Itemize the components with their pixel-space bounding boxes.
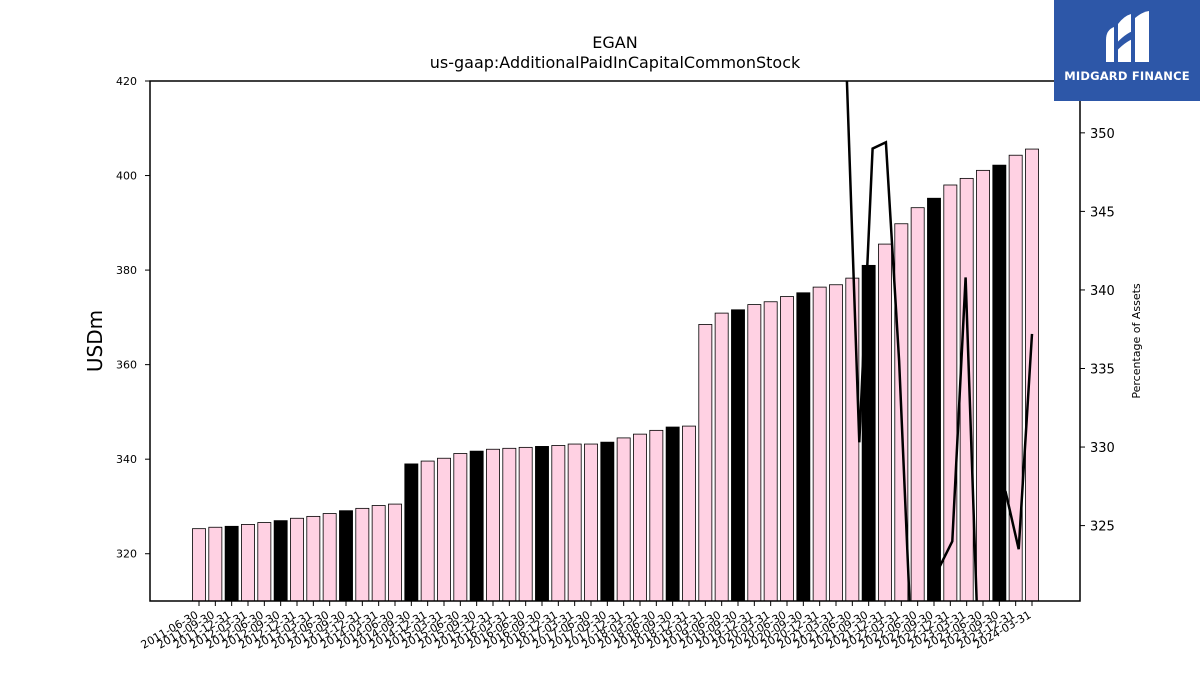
axes: 3203403603804004203253303353403453502011… bbox=[116, 75, 1115, 652]
bar-series bbox=[192, 148, 1039, 602]
bar bbox=[469, 450, 484, 602]
bar bbox=[780, 296, 794, 602]
bar bbox=[992, 164, 1007, 602]
bar bbox=[584, 443, 598, 602]
bar bbox=[649, 429, 664, 602]
bar bbox=[208, 526, 223, 602]
bar bbox=[682, 425, 696, 602]
bar bbox=[959, 177, 974, 602]
bar bbox=[502, 447, 517, 602]
bar bbox=[796, 292, 811, 602]
bar bbox=[486, 448, 500, 602]
chart-title: EGAN bbox=[592, 33, 637, 52]
bar bbox=[437, 457, 451, 602]
y2-tick-label: 330 bbox=[1090, 441, 1115, 456]
bar bbox=[453, 453, 468, 602]
midgard-logo-icon bbox=[1106, 11, 1149, 62]
bar bbox=[665, 426, 680, 602]
bar bbox=[616, 437, 631, 602]
percentage-line bbox=[845, 81, 1034, 601]
y-axis-label: USDm bbox=[83, 310, 107, 372]
bar bbox=[976, 169, 990, 602]
bar bbox=[845, 277, 860, 602]
bar bbox=[829, 284, 843, 602]
bar bbox=[290, 517, 304, 602]
bar bbox=[306, 515, 321, 602]
bar bbox=[1025, 148, 1039, 602]
bar bbox=[747, 304, 762, 602]
bar bbox=[273, 520, 288, 602]
y-tick-label: 340 bbox=[116, 453, 137, 466]
y-tick-label: 360 bbox=[116, 359, 137, 372]
bar bbox=[518, 446, 533, 602]
bar bbox=[567, 443, 582, 602]
bar bbox=[355, 507, 370, 602]
y2-tick-label: 340 bbox=[1090, 284, 1115, 299]
bar bbox=[698, 324, 713, 602]
bar bbox=[404, 463, 419, 602]
y2-tick-label: 335 bbox=[1090, 362, 1115, 377]
bar bbox=[633, 433, 647, 602]
bar bbox=[812, 286, 827, 602]
y-tick-label: 380 bbox=[116, 264, 137, 277]
y-tick-label: 320 bbox=[116, 548, 137, 561]
bar bbox=[339, 510, 353, 602]
bar bbox=[714, 312, 729, 602]
bar bbox=[927, 197, 941, 602]
bar bbox=[731, 309, 745, 602]
logo-text: MIDGARD FINANCE bbox=[1064, 69, 1190, 83]
plot-frame bbox=[149, 80, 1081, 602]
bar bbox=[763, 301, 778, 602]
midgard-finance-logo: MIDGARD FINANCE bbox=[1054, 0, 1200, 101]
y2-tick-label: 345 bbox=[1090, 205, 1115, 220]
bar bbox=[192, 528, 206, 602]
bar bbox=[910, 207, 925, 602]
bar bbox=[420, 460, 435, 602]
bar bbox=[943, 184, 958, 602]
chart-subtitle: us-gaap:AdditionalPaidInCapitalCommonSto… bbox=[430, 53, 801, 72]
bar bbox=[224, 525, 239, 602]
bar bbox=[388, 503, 402, 602]
bar bbox=[878, 243, 892, 602]
bar bbox=[371, 505, 386, 602]
line-series bbox=[845, 81, 1034, 601]
bar bbox=[322, 513, 337, 602]
y-tick-label: 420 bbox=[116, 75, 137, 88]
bar bbox=[551, 445, 566, 602]
y2-tick-label: 350 bbox=[1090, 127, 1115, 142]
bar bbox=[535, 446, 549, 602]
y2-axis-label: Percentage of Assets bbox=[1130, 283, 1143, 399]
bar bbox=[241, 524, 255, 602]
bar bbox=[257, 522, 272, 602]
y-tick-label: 400 bbox=[116, 170, 137, 183]
y2-tick-label: 325 bbox=[1090, 520, 1115, 535]
bar bbox=[600, 441, 615, 602]
